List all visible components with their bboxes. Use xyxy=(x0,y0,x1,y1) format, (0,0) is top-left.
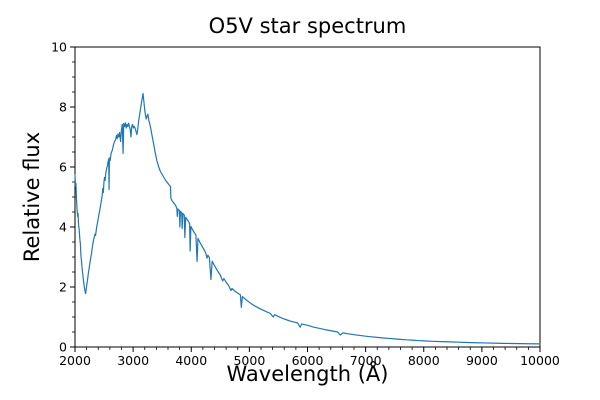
x-tick-label: 2000 xyxy=(59,353,91,368)
y-tick-label: 4 xyxy=(59,220,67,235)
spectrum-line xyxy=(74,92,541,345)
chart-title: O5V star spectrum xyxy=(208,14,407,38)
y-tick-label: 10 xyxy=(51,40,67,55)
y-tick-label: 6 xyxy=(59,160,67,175)
x-tick-label: 7000 xyxy=(350,353,382,368)
x-axis-label: Wavelength (Å) xyxy=(226,362,389,386)
y-tick-label: 8 xyxy=(59,100,67,115)
x-tick-label: 9000 xyxy=(466,353,498,368)
y-tick-label: 2 xyxy=(59,280,67,295)
x-tick-label: 8000 xyxy=(408,353,440,368)
x-tick-label: 4000 xyxy=(175,353,207,368)
y-tick-label: 0 xyxy=(59,340,67,355)
x-tick-label: 3000 xyxy=(117,353,149,368)
axes-frame xyxy=(74,46,541,348)
x-tick-label: 10000 xyxy=(520,353,560,368)
x-tick-label: 6000 xyxy=(292,353,324,368)
x-tick-label: 5000 xyxy=(233,353,265,368)
